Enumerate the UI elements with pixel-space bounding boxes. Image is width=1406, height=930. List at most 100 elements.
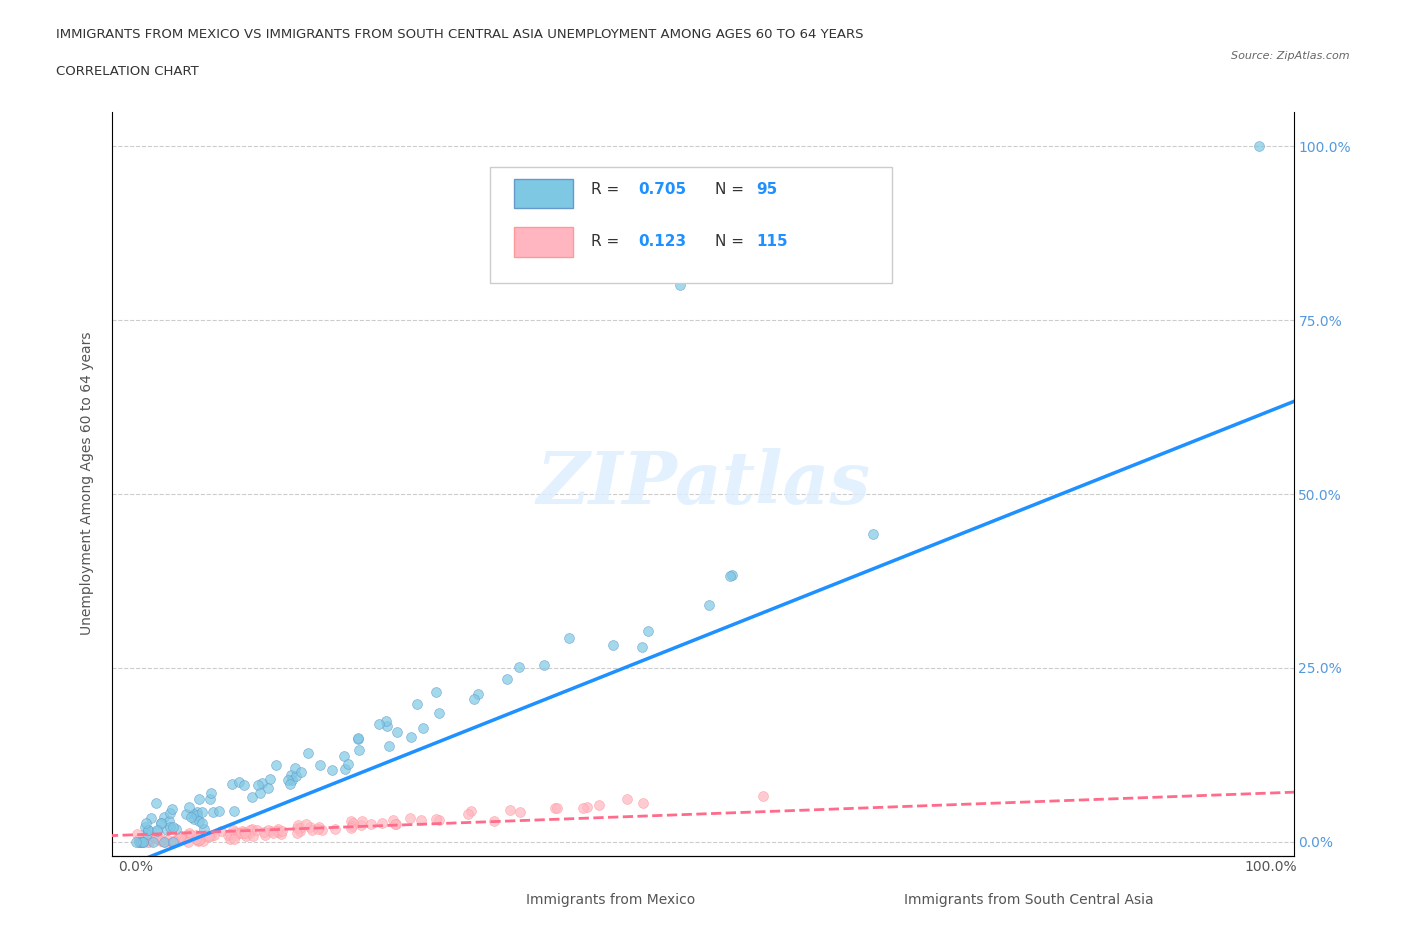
Point (128, 834, 150, 849)
Point (228, 826, 250, 841)
Point (163, 834, 186, 849)
Point (134, 819, 156, 834)
Point (264, 758, 287, 773)
Point (427, 813, 450, 828)
Text: N =: N = (714, 182, 748, 197)
Point (543, 801, 565, 816)
Point (321, 763, 343, 777)
Point (172, 831, 194, 846)
Point (129, 834, 152, 849)
Point (138, 834, 160, 849)
Point (333, 749, 356, 764)
Point (301, 822, 323, 837)
Point (195, 829, 218, 844)
Text: R =: R = (591, 182, 624, 197)
Point (146, 823, 169, 838)
Point (575, 799, 598, 814)
Point (378, 738, 401, 753)
Point (145, 795, 167, 810)
Point (257, 823, 280, 838)
Point (412, 721, 434, 736)
Point (496, 671, 519, 686)
Point (457, 806, 479, 821)
Point (484, 814, 506, 829)
Point (508, 659, 530, 674)
Point (467, 686, 489, 701)
Point (360, 817, 382, 831)
Point (159, 805, 181, 820)
Point (370, 816, 392, 830)
Point (270, 827, 292, 842)
Point (219, 827, 242, 842)
Point (217, 828, 239, 843)
Point (129, 834, 152, 849)
Text: 0.123: 0.123 (638, 234, 686, 249)
Point (346, 732, 368, 747)
Point (177, 826, 200, 841)
Point (135, 816, 157, 830)
Point (179, 800, 201, 815)
Point (463, 692, 485, 707)
Point (350, 818, 373, 833)
Point (260, 824, 283, 839)
Point (135, 827, 157, 842)
FancyBboxPatch shape (515, 179, 574, 208)
Point (176, 828, 198, 843)
Point (188, 832, 211, 847)
Point (239, 826, 262, 841)
Point (631, 795, 654, 810)
Point (367, 717, 389, 732)
Point (163, 834, 186, 849)
Point (533, 658, 555, 672)
Point (283, 760, 305, 775)
Point (297, 745, 319, 760)
Point (287, 817, 309, 832)
Point (136, 822, 159, 837)
Point (160, 834, 183, 849)
Point (340, 813, 363, 828)
Point (247, 777, 270, 792)
Point (183, 812, 205, 827)
Text: 115: 115 (756, 234, 787, 249)
Point (169, 830, 191, 844)
Point (242, 821, 264, 836)
Point (425, 684, 447, 699)
Point (184, 828, 207, 843)
Point (342, 816, 364, 830)
Point (281, 773, 304, 788)
Point (350, 814, 373, 829)
Point (271, 824, 294, 839)
Point (138, 822, 160, 837)
Point (180, 828, 202, 843)
Point (186, 804, 208, 819)
Point (190, 830, 212, 845)
Point (219, 831, 242, 846)
Point (295, 817, 318, 831)
Point (166, 832, 188, 847)
Point (307, 822, 329, 837)
Point (150, 833, 173, 848)
Point (721, 568, 744, 583)
Point (202, 828, 225, 843)
Point (146, 823, 169, 838)
FancyBboxPatch shape (443, 887, 496, 911)
Point (232, 824, 254, 839)
Point (425, 811, 447, 826)
Point (336, 757, 359, 772)
Point (347, 731, 370, 746)
Point (558, 631, 581, 645)
FancyBboxPatch shape (491, 167, 891, 283)
Point (257, 781, 280, 796)
Point (325, 822, 347, 837)
Point (259, 772, 281, 787)
Point (132, 834, 155, 849)
Point (187, 814, 209, 829)
Point (405, 697, 427, 711)
Point (340, 820, 363, 835)
Point (224, 831, 246, 846)
Point (240, 790, 263, 804)
Point (385, 724, 408, 739)
Point (429, 706, 451, 721)
Point (183, 807, 205, 822)
Point (280, 768, 302, 783)
